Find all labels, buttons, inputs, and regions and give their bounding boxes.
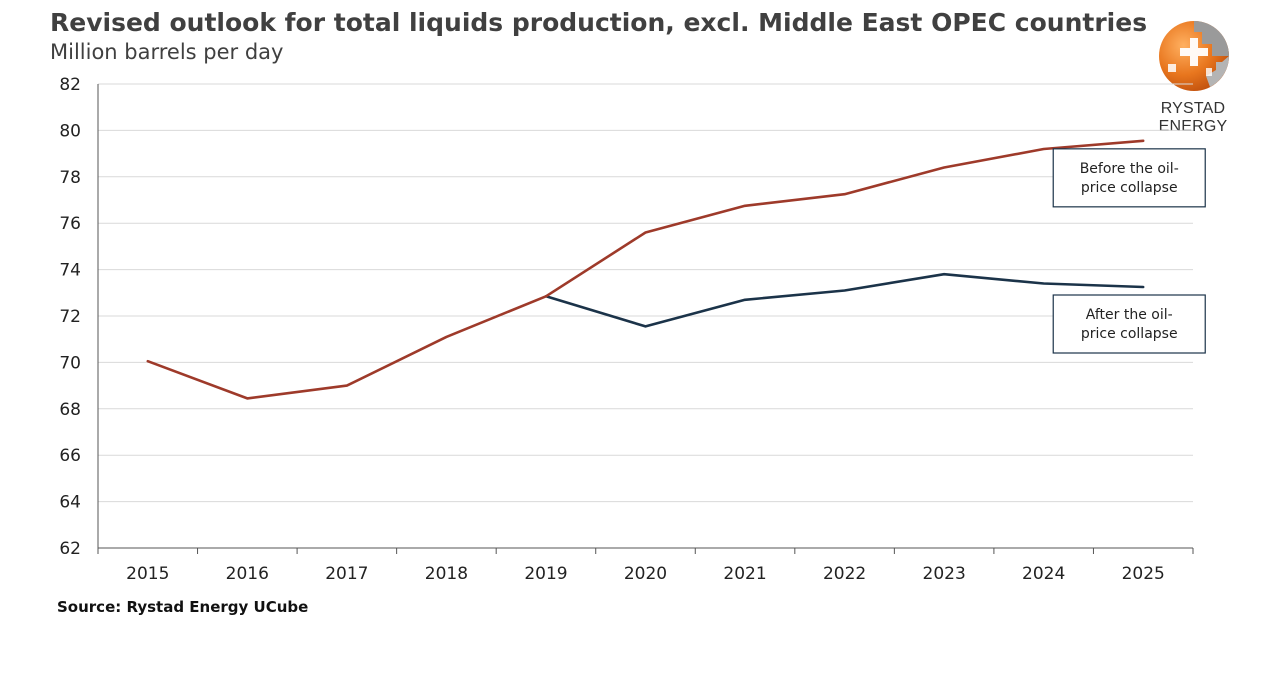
y-tick-label: 66	[59, 446, 81, 466]
x-axis-ticks: 2015 2016 2017 2018 2019 2020 2021 2022 2023 2024…	[126, 564, 1165, 584]
series-lines	[146, 139, 1145, 400]
source-note: Source: Rystad Energy UCube	[57, 598, 309, 616]
y-tick-label: 70	[59, 353, 81, 373]
y-axis-ticks: 82 80 78 76 74 72 70 68 66 64 62	[59, 75, 81, 559]
y-tick-label: 74	[59, 261, 81, 281]
y-tick-label: 72	[59, 307, 81, 327]
callout-box	[1052, 148, 1206, 208]
x-tick-label: 2024	[1022, 564, 1065, 584]
y-tick-label: 64	[59, 493, 81, 513]
y-tick-label: 82	[59, 75, 81, 95]
callout-box	[1052, 294, 1206, 354]
y-tick-label: 62	[59, 539, 81, 559]
y-tick-label: 80	[59, 121, 81, 141]
callout-label: Before the oil-	[1080, 161, 1179, 177]
y-tick-label: 68	[59, 400, 81, 420]
series-line-1	[544, 272, 1145, 328]
gridlines	[98, 83, 1193, 503]
series-line-0	[146, 139, 1145, 400]
x-tick-label: 2021	[723, 564, 766, 584]
x-tick-label: 2018	[425, 564, 468, 584]
x-tick-label: 2020	[624, 564, 667, 584]
axes	[97, 84, 1194, 554]
x-tick-label: 2023	[923, 564, 966, 584]
callout-label: price collapse	[1081, 180, 1178, 196]
chart-subtitle: Million barrels per day	[50, 40, 284, 64]
callout-label: After the oil-	[1086, 307, 1173, 323]
callout-label: price collapse	[1081, 326, 1178, 342]
y-tick-label: 78	[59, 168, 81, 188]
rystad-logo-icon	[1159, 21, 1229, 91]
chart-title: Revised outlook for total liquids produc…	[50, 8, 1148, 37]
x-tick-label: 2019	[524, 564, 567, 584]
x-tick-label: 2015	[126, 564, 169, 584]
x-tick-label: 2022	[823, 564, 866, 584]
x-tick-label: 2016	[226, 564, 269, 584]
x-tick-label: 2025	[1122, 564, 1165, 584]
x-tick-label: 2017	[325, 564, 368, 584]
series-callout-0: Before the oil-price collapse	[1052, 148, 1206, 208]
series-callout-1: After the oil-price collapse	[1052, 294, 1206, 354]
y-tick-label: 76	[59, 214, 81, 234]
